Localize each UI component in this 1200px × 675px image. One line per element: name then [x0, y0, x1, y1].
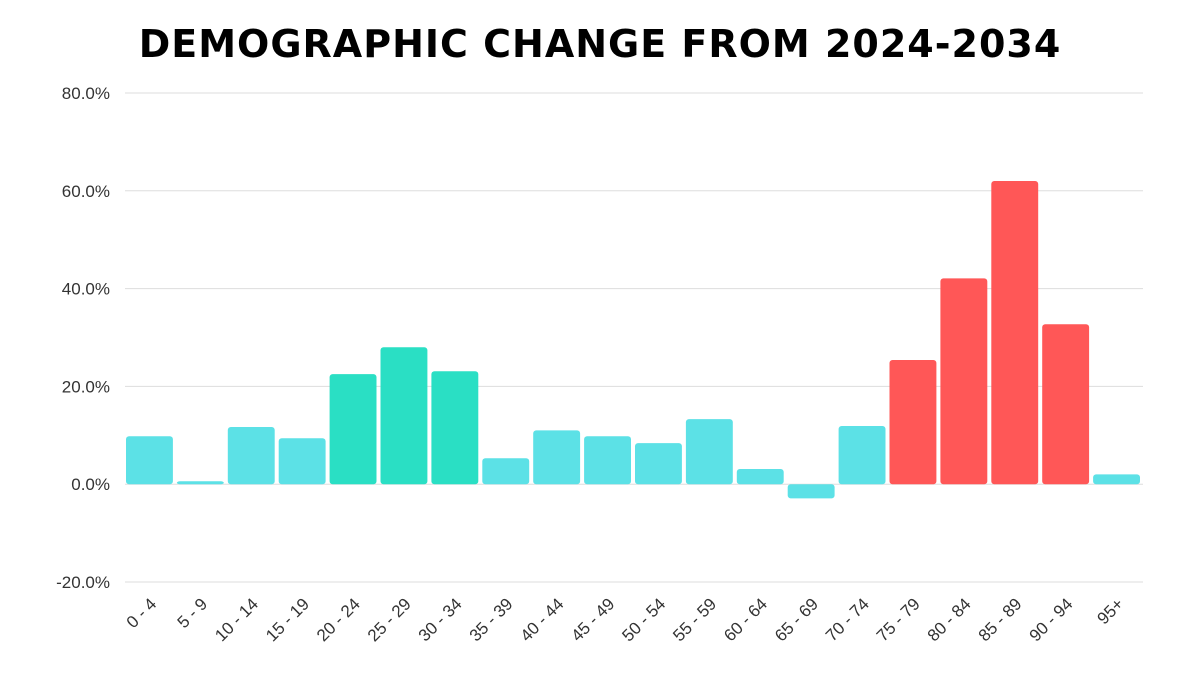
x-tick-label: 75 - 79	[873, 594, 924, 645]
chart-title: DEMOGRAPHIC CHANGE FROM 2024-2034	[138, 22, 1062, 66]
bar	[584, 436, 631, 485]
x-tick-label: 50 - 54	[618, 594, 669, 645]
bar	[940, 278, 988, 485]
bar	[533, 430, 581, 485]
bar	[482, 458, 530, 485]
x-tick-label: 20 - 24	[313, 594, 364, 645]
x-tick-label: 45 - 49	[568, 594, 619, 645]
bar	[1042, 324, 1090, 485]
bar	[126, 436, 173, 485]
y-tick-label: 40.0%	[62, 280, 110, 299]
x-tick-label: 10 - 14	[211, 594, 262, 645]
bar	[431, 371, 479, 485]
x-tick-label: 70 - 74	[822, 594, 873, 645]
bar	[1093, 474, 1140, 485]
x-tick-label: 55 - 59	[669, 594, 720, 645]
x-tick-label: 15 - 19	[262, 594, 313, 645]
x-tick-label: 40 - 44	[517, 594, 568, 645]
bar	[889, 359, 937, 485]
bar	[227, 426, 275, 485]
x-tick-label: 65 - 69	[771, 594, 822, 645]
y-tick-label: 20.0%	[62, 377, 110, 396]
bar	[278, 438, 326, 485]
bar	[176, 481, 224, 485]
bar	[329, 374, 377, 485]
bar	[736, 469, 784, 485]
y-tick-label: 60.0%	[62, 182, 110, 201]
bar	[685, 419, 733, 485]
x-tick-label: 80 - 84	[924, 594, 975, 645]
bar	[991, 181, 1039, 485]
bar	[380, 347, 428, 485]
bar	[838, 426, 886, 485]
y-tick-label: 80.0%	[62, 84, 110, 103]
x-tick-label: 30 - 34	[415, 594, 466, 645]
x-tick-label: 0 - 4	[123, 594, 160, 631]
bar	[635, 443, 682, 485]
x-tick-label: 95+	[1094, 594, 1128, 628]
y-tick-label: 0.0%	[71, 475, 110, 494]
bar	[787, 484, 835, 499]
y-tick-label: -20.0%	[56, 573, 110, 592]
x-tick-label: 5 - 9	[174, 594, 211, 631]
x-tick-label: 85 - 89	[975, 594, 1026, 645]
x-tick-label: 35 - 39	[466, 594, 517, 645]
x-tick-label: 60 - 64	[720, 594, 771, 645]
x-tick-label: 25 - 29	[364, 594, 415, 645]
x-tick-label: 90 - 94	[1026, 594, 1077, 645]
